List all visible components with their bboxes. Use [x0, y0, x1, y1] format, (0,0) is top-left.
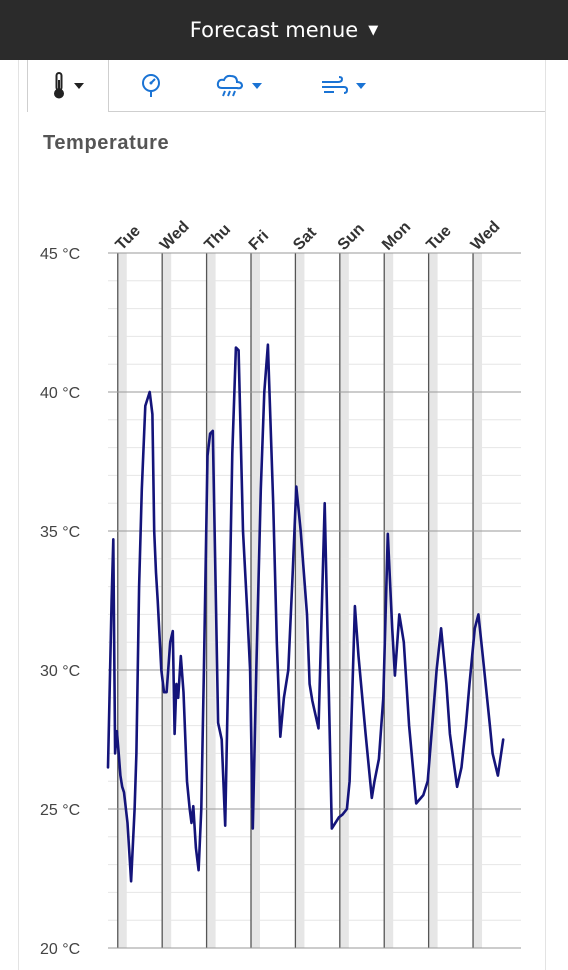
day-label: Thu — [201, 221, 234, 254]
rain-cloud-icon — [216, 74, 244, 97]
day-separator-band — [250, 253, 260, 948]
chevron-down-icon[interactable]: ▼ — [368, 22, 379, 38]
tab-wind[interactable] — [311, 60, 375, 112]
day-label: Sun — [335, 220, 368, 253]
day-label: Fri — [246, 227, 272, 253]
day-separator-band — [339, 253, 349, 948]
chevron-down-icon — [74, 83, 84, 89]
forecast-panel: Temperature — [18, 60, 546, 970]
day-separator-band — [384, 253, 394, 948]
chevron-down-icon — [252, 83, 262, 89]
day-separator-band — [206, 253, 216, 948]
day-separator-band — [473, 253, 483, 948]
day-label: Wed — [157, 218, 193, 254]
y-tick-label: 30 °C — [40, 663, 80, 680]
top-bar[interactable]: Forecast menue ▼ — [0, 0, 568, 60]
chevron-down-icon — [356, 83, 366, 89]
day-label: Wed — [468, 218, 504, 254]
y-tick-label: 35 °C — [40, 524, 80, 541]
day-label: Tue — [423, 222, 454, 253]
section-title: Temperature — [43, 132, 170, 154]
temperature-line — [106, 343, 505, 883]
tab-bar — [19, 60, 545, 112]
tab-pressure[interactable] — [131, 60, 171, 112]
tab-temperature[interactable] — [27, 60, 109, 112]
pressure-gauge-icon — [142, 74, 160, 97]
day-label: Mon — [379, 219, 414, 254]
day-separator-band — [162, 253, 172, 948]
day-separator-band — [117, 253, 127, 948]
day-separator-band — [428, 253, 438, 948]
tab-precipitation[interactable] — [207, 60, 271, 112]
day-label: Tue — [113, 222, 144, 253]
y-tick-label: 45 °C — [40, 246, 80, 263]
forecast-menu-title[interactable]: Forecast menue — [189, 18, 359, 42]
wind-icon — [322, 76, 348, 94]
y-tick-label: 40 °C — [40, 385, 80, 402]
day-label: Sat — [290, 224, 320, 254]
thermometer-icon — [54, 72, 64, 99]
tab-baseline — [109, 111, 545, 112]
y-tick-label: 20 °C — [40, 941, 80, 958]
y-tick-label: 25 °C — [40, 802, 80, 819]
day-separator-band — [295, 253, 305, 948]
